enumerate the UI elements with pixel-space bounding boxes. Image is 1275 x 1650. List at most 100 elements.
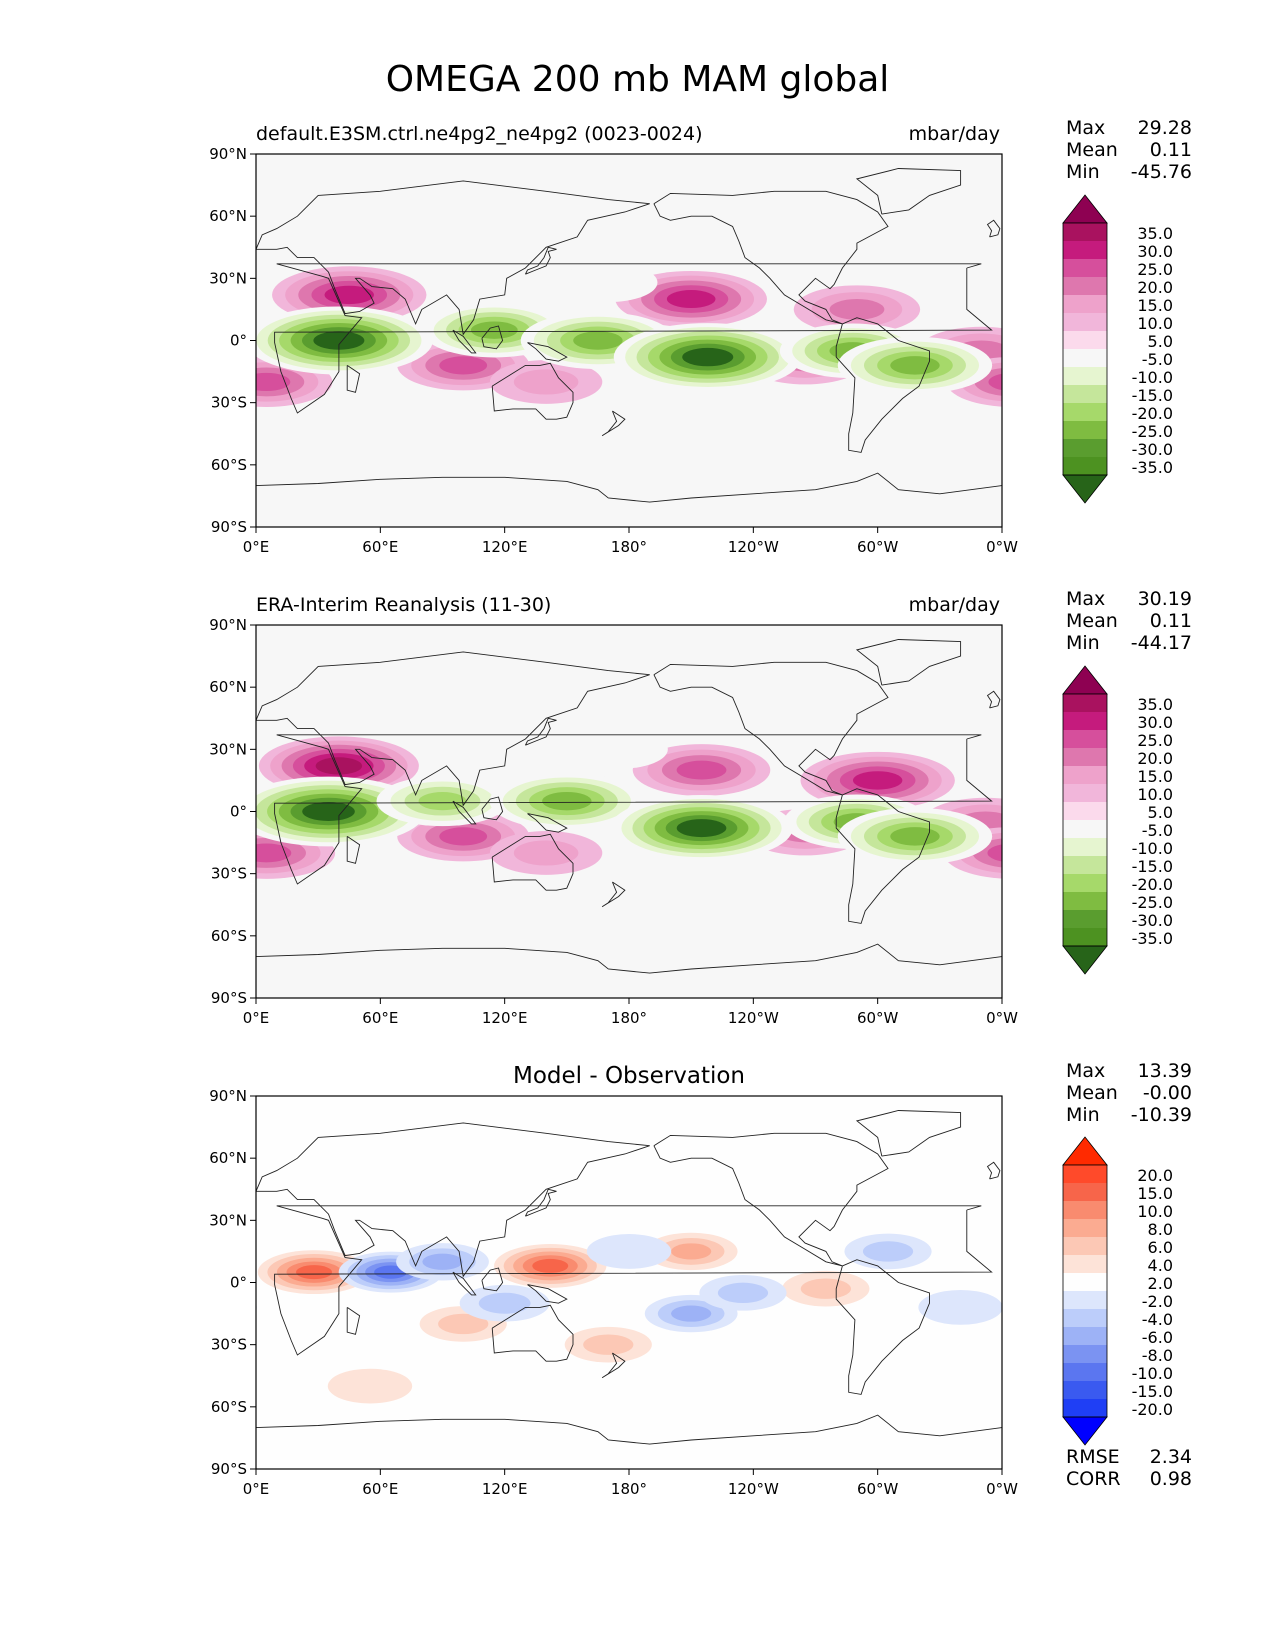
panel2-colorbar-swatch <box>1063 874 1107 892</box>
panel1-colorbar-label: -35.0 <box>1132 458 1173 477</box>
panel3-colorbar-label: 4.0 <box>1148 1256 1173 1275</box>
panel3-colorbar-swatch <box>1063 1291 1107 1309</box>
panel3-y-tick-label: 90°S <box>211 1460 247 1478</box>
coastline <box>491 362 574 420</box>
panel1-colorbar-swatch <box>1063 277 1107 295</box>
panel2-colorbar-label: -10.0 <box>1132 839 1173 858</box>
panel1-title-left: default.E3SM.ctrl.ne4pg2_ne4pg2 (0023-00… <box>256 123 703 145</box>
panel3-colorbar-label: -10.0 <box>1132 1364 1173 1383</box>
panel2-x-tick-label: 120°E <box>482 1009 528 1027</box>
coastline <box>256 651 650 807</box>
panel3-contour-blob <box>327 1368 413 1404</box>
coastline <box>274 263 993 414</box>
coastline <box>653 661 889 796</box>
panel1-x-tick-label: 180° <box>611 538 647 556</box>
panel2-colorbar-swatch <box>1063 694 1107 712</box>
panel3-colorbar-label: -2.0 <box>1142 1292 1173 1311</box>
panel3-colorbar-label: -20.0 <box>1132 1400 1173 1419</box>
panel1-contour-blob <box>573 331 623 350</box>
panel3-colorbar-swatch <box>1063 1237 1107 1255</box>
coastline <box>452 800 477 825</box>
coastline <box>256 1414 1002 1445</box>
panel3-colorbar-label: -6.0 <box>1142 1328 1173 1347</box>
coastline <box>986 219 1001 238</box>
figure-title: OMEGA 200 mb MAM global <box>385 59 890 100</box>
panel2-contour-blob <box>987 844 1002 862</box>
panel2-contour-blob <box>569 729 668 769</box>
panel2-colorbar-label: -5.0 <box>1142 821 1173 840</box>
panel1-y-tick-label: 60°N <box>209 207 247 225</box>
panel2-title-left: ERA-Interim Reanalysis (11-30) <box>256 594 552 616</box>
panel2-contour-blob <box>542 791 592 811</box>
panel3-contour-blob <box>862 1241 914 1262</box>
panel1-contour-blob <box>470 321 518 339</box>
panel3-contour-blob <box>671 1305 712 1322</box>
panel1-contour-blob <box>256 372 291 392</box>
panel3-title: Model - Observation <box>512 1063 746 1089</box>
panel1-x-tick-label: 60°E <box>362 538 398 556</box>
panel1-contour-blob <box>313 331 365 350</box>
panel1-y-tick-label: 90°S <box>211 518 247 536</box>
panel3-contour-blob <box>671 1243 712 1260</box>
panel2-contour-blob <box>302 802 355 821</box>
panel2-stat-min-value: -44.17 <box>1130 632 1192 654</box>
panel3-stat-max-value: 13.39 <box>1137 1060 1192 1082</box>
panel3-x-tick-label: 0°W <box>986 1480 1018 1498</box>
panel3-colorbar-swatch <box>1063 1345 1107 1363</box>
panel3-stat-min-value: -10.39 <box>1130 1104 1192 1126</box>
panel1-colorbar-label: 35.0 <box>1137 224 1173 243</box>
panel2-colorbar-label: 20.0 <box>1137 749 1173 768</box>
panel3-y-tick-label: 0° <box>230 1274 247 1292</box>
coastline <box>653 1132 889 1267</box>
panel1-colorbar-label: -20.0 <box>1132 404 1173 423</box>
panel3-colorbar-frame <box>1062 1164 1108 1418</box>
coastline <box>527 813 568 833</box>
panel2-colorbar-swatch <box>1063 766 1107 784</box>
panel1-coastlines <box>256 168 1002 503</box>
panel2-coastlines <box>256 639 1002 974</box>
panel1-colorbar-label: 20.0 <box>1137 278 1173 297</box>
panel2-colorbar-swatch <box>1063 856 1107 874</box>
panel3-stat-mean-label: Mean <box>1066 1082 1118 1104</box>
panel2-contour-blob <box>418 792 467 811</box>
panel1-contour-blob <box>829 299 885 320</box>
panel3-contours <box>256 1232 1002 1404</box>
panel2-colorbar-label: -20.0 <box>1132 875 1173 894</box>
panel2-colorbar-frame <box>1062 693 1108 947</box>
panel3-contour-blob <box>800 1278 851 1299</box>
panel1-contour-blob <box>439 356 488 375</box>
panel2-colorbar-swatch <box>1063 730 1107 748</box>
panel1-y-tick-label: 0° <box>230 332 247 350</box>
panel1-colorbar-label: -5.0 <box>1142 350 1173 369</box>
panel2-colorbar-label: 35.0 <box>1137 695 1173 714</box>
panel1-colorbar-swatch <box>1063 421 1107 439</box>
panel2-y-tick-label: 60°N <box>209 678 247 696</box>
panel2-colorbar-label: -25.0 <box>1132 893 1173 912</box>
panel3-corr-label: CORR <box>1066 1468 1121 1490</box>
panel3-x-tick-label: 120°W <box>728 1480 779 1498</box>
panel3-colorbar-swatch <box>1063 1327 1107 1345</box>
panel1-y-tick-label: 90°N <box>209 145 247 163</box>
panel1-contour-blob <box>682 347 734 367</box>
panel1-x-tick-label: 60°W <box>857 538 899 556</box>
coastline <box>481 325 504 350</box>
panel1-colorbar-label: 5.0 <box>1148 332 1173 351</box>
panel1-stat-mean-label: Mean <box>1066 139 1118 161</box>
panel3-colorbar-label: 10.0 <box>1137 1202 1173 1221</box>
panel1-y-tick-label: 30°S <box>211 394 247 412</box>
panel2-colorbar-swatch <box>1063 802 1107 820</box>
panel3-colorbar-swatch <box>1063 1381 1107 1399</box>
panel2-colorbar-swatch <box>1063 784 1107 802</box>
coastline <box>653 190 889 325</box>
panel2-contour-blob <box>315 757 363 775</box>
panel3-contour-blob <box>918 1289 1002 1325</box>
panel2-colorbar-swatch <box>1063 838 1107 856</box>
panel3-x-tick-label: 120°E <box>482 1480 528 1498</box>
panel3-colorbar-swatch <box>1063 1273 1107 1291</box>
panel3-contour-blob <box>422 1253 463 1270</box>
panel3-colorbar-cap-top <box>1062 1136 1108 1166</box>
coastline <box>274 1205 993 1356</box>
panel3-x-tick-label: 180° <box>611 1480 647 1498</box>
panel2-contours <box>256 729 1002 879</box>
